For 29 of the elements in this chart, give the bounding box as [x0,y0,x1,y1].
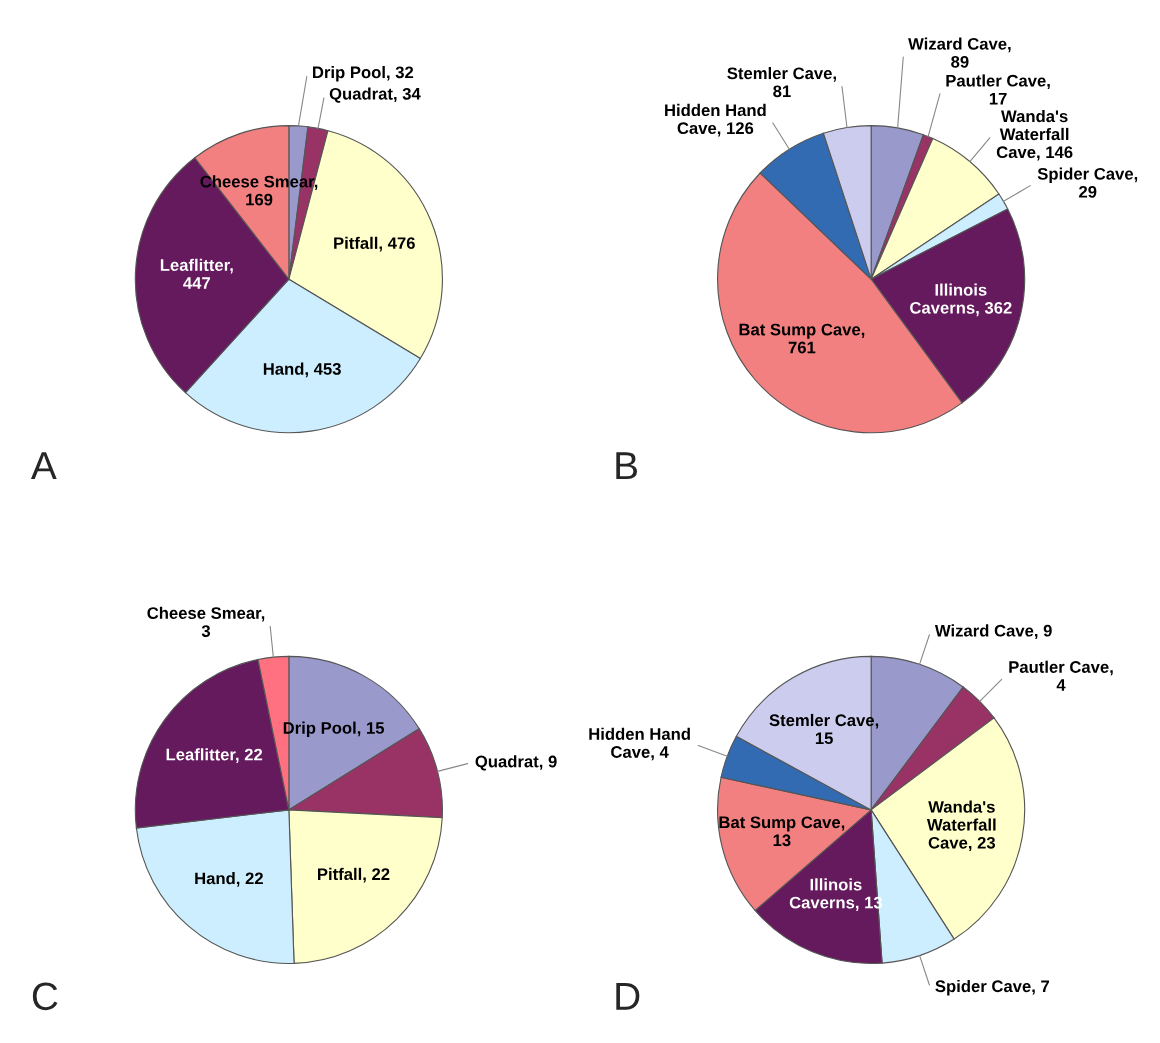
slice-label: Leaflitter, 447 [160,258,233,289]
slice-label: Pitfall, 22 [318,867,390,883]
slice-label: Hand, 22 [195,872,263,887]
slice-label: Spider Cave, 7 [935,979,1050,996]
slice-label: Pautler Cave, 17 [946,74,1050,105]
slice-label: Hidden Hand Cave, 126 [665,103,766,137]
slice-label: Illinois Caverns, 362 [910,283,1012,317]
slice-label: Wizard Cave, 89 [908,37,1011,68]
slice-label: Bat Sump Cave, 13 [719,816,845,847]
slice-label: Cheese Smear, 3 [147,606,265,637]
slice-label: Hidden Hand Cave, 4 [589,727,690,761]
slice-label: Hand, 453 [263,362,341,378]
text: A [30,452,57,480]
slice-label: Leaflitter, 22 [166,748,263,763]
slice-label: Pitfall, 476 [334,236,415,252]
slice-label: Wanda's Waterfall Cave, 146 [996,109,1073,161]
slice-label: Wizard Cave, 9 [934,624,1052,640]
slice-label: Pautler Cave, 4 [1009,660,1113,691]
slice-label: Quadrat, 34 [329,87,421,103]
slice-label: Bat Sump Cave, 761 [739,323,865,354]
slice-label: Quadrat, 9 [475,755,557,771]
text: B [616,452,638,480]
slice-label: Stemler Cave, 81 [727,67,836,98]
slice-label: Drip Pool, 32 [313,65,414,82]
slice-label: Spider Cave, 29 [1037,167,1138,198]
text: D [616,983,640,1010]
slice-label: Drip Pool, 15 [283,721,385,738]
text: C [32,982,58,1011]
slice-label: Wanda's Waterfall Cave, 23 [926,800,996,852]
